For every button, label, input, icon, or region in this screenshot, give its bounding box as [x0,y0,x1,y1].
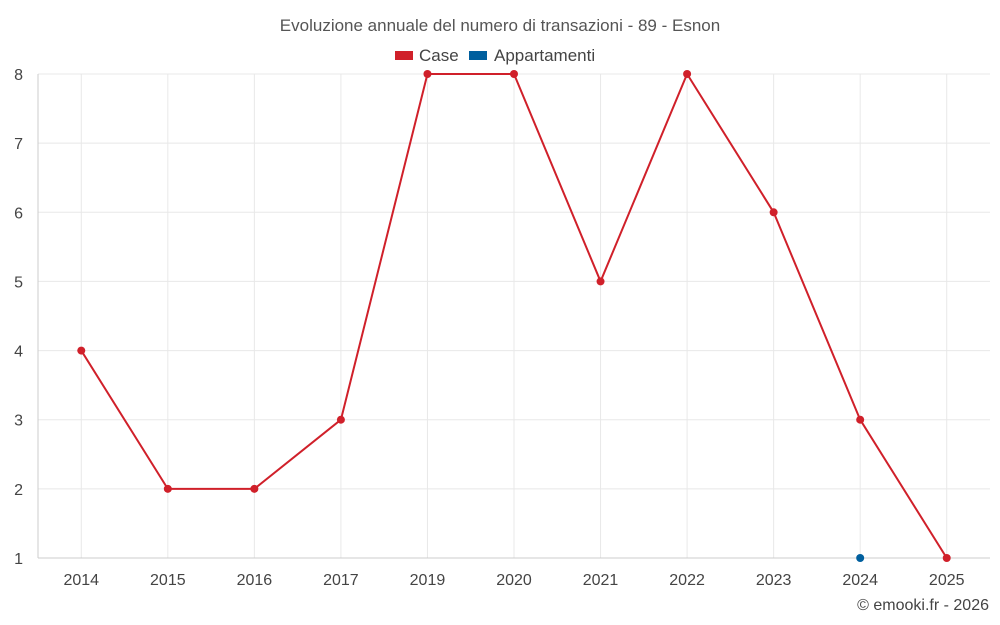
series-appartamenti [856,554,865,562]
data-point-case[interactable] [423,70,432,78]
y-tick-label: 1 [14,551,23,568]
x-tick-label: 2021 [583,572,619,589]
data-point-case[interactable] [163,484,172,493]
x-tick-label: 2023 [756,572,792,589]
y-tick-label: 7 [14,136,23,153]
x-axis-ticks: 2014 2015 2016 2017 2019 2020 2021 2022 2023 2024… [63,572,964,589]
x-tick-label: 2014 [63,572,99,589]
x-tick-label: 2025 [929,572,965,589]
data-point-case[interactable] [596,277,605,286]
x-tick-label: 2016 [237,572,273,589]
x-tick-label: 2019 [410,572,446,589]
y-tick-label: 6 [14,205,23,222]
y-tick-label: 5 [14,274,23,291]
legend-swatch-appartamenti [469,51,487,60]
data-point-case[interactable] [77,346,86,355]
gridlines [38,73,990,558]
y-tick-label: 3 [14,413,23,430]
y-tick-label: 2 [14,482,23,499]
x-tick-label: 2022 [669,572,705,589]
x-tick-label: 2017 [323,572,359,589]
x-tick-label: 2024 [842,572,878,589]
y-tick-label: 8 [14,67,23,84]
data-point-case[interactable] [856,415,865,424]
legend-label-appartamenti[interactable]: Appartamenti [494,46,595,65]
y-axis-ticks: 1 2 3 4 5 6 7 8 [14,67,23,568]
chart-title: Evoluzione annuale del numero di transaz… [280,16,720,35]
data-point-appartamenti[interactable] [856,554,865,562]
data-point-case[interactable] [683,70,692,78]
data-point-case[interactable] [942,554,951,562]
data-point-case[interactable] [510,70,518,78]
credit-text: © emooki.fr - 2026 [857,597,989,614]
series-case [77,70,951,562]
x-tick-label: 2015 [150,572,186,589]
legend[interactable]: Case Appartamenti [395,46,595,65]
y-tick-label: 4 [14,344,23,361]
legend-label-case[interactable]: Case [419,46,459,65]
data-point-case[interactable] [336,415,345,424]
axes [37,74,990,559]
data-point-case[interactable] [250,484,259,493]
series [77,70,951,562]
legend-swatch-case [395,51,413,60]
data-point-case[interactable] [769,208,778,217]
x-tick-label: 2020 [496,572,532,589]
